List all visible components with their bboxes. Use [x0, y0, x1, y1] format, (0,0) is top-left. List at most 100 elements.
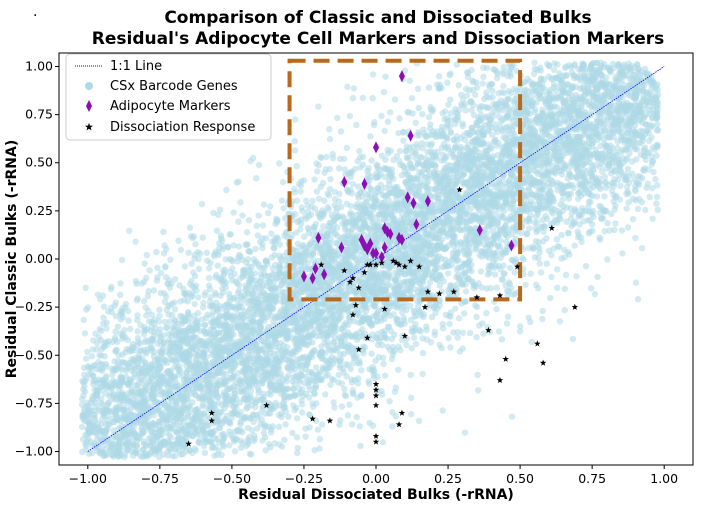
barcode-gene-point [176, 282, 183, 289]
barcode-gene-point [419, 370, 426, 378]
barcode-gene-point [396, 115, 403, 122]
barcode-gene-point [556, 318, 564, 325]
barcode-gene-point [569, 335, 577, 343]
barcode-gene-point [399, 336, 406, 344]
barcode-gene-point [561, 285, 568, 292]
barcode-gene-point [390, 156, 397, 164]
barcode-gene-point [558, 231, 565, 239]
barcode-gene-point [105, 308, 112, 315]
barcode-gene-point [462, 107, 469, 114]
barcode-gene-point [349, 211, 356, 219]
barcode-gene-point [637, 173, 644, 180]
barcode-gene-point [498, 336, 506, 343]
barcode-gene-point [528, 338, 535, 346]
barcode-gene-point [246, 450, 254, 457]
barcode-gene-point [291, 406, 298, 414]
barcode-gene-point [353, 413, 360, 421]
barcode-gene-point [347, 202, 355, 210]
barcode-gene-point [642, 206, 649, 214]
chart-title-line-2: Residual's Adipocyte Cell Markers and Di… [92, 29, 664, 49]
barcode-gene-point [298, 409, 306, 416]
barcode-gene-point [214, 262, 221, 269]
barcode-gene-point [444, 270, 452, 277]
barcode-gene-point [207, 259, 214, 266]
barcode-gene-point [285, 413, 292, 420]
barcode-gene-point [230, 242, 237, 249]
barcode-gene-point [271, 245, 278, 252]
barcode-gene-point [350, 85, 358, 92]
barcode-gene-point [282, 421, 289, 428]
barcode-gene-point [654, 141, 661, 149]
barcode-gene-point [245, 217, 253, 224]
barcode-gene-point [343, 144, 351, 152]
barcode-gene-point [415, 417, 423, 424]
barcode-gene-point [93, 346, 100, 353]
barcode-gene-point [267, 429, 275, 436]
barcode-gene-point [646, 193, 653, 201]
barcode-gene-point [632, 234, 639, 242]
barcode-gene-point [145, 318, 153, 325]
barcode-gene-point [419, 145, 426, 152]
barcode-gene-point [267, 203, 274, 210]
barcode-gene-point [506, 264, 514, 272]
barcode-gene-point [326, 126, 333, 133]
barcode-gene-point [200, 403, 207, 410]
barcode-gene-point [337, 128, 345, 135]
barcode-gene-point [198, 201, 206, 208]
barcode-gene-point [143, 251, 150, 259]
barcode-gene-point [95, 334, 103, 341]
barcode-gene-point [461, 310, 468, 317]
barcode-gene-point [477, 268, 485, 275]
barcode-gene-point [625, 190, 632, 197]
barcode-gene-point [318, 421, 326, 428]
barcode-gene-point [222, 256, 229, 263]
barcode-gene-point [235, 243, 242, 250]
barcode-gene-point [340, 155, 348, 163]
barcode-gene-point [367, 133, 374, 140]
barcode-gene-point [408, 394, 415, 401]
barcode-gene-point [525, 245, 532, 252]
barcode-gene-point [425, 84, 433, 91]
barcode-gene-point [165, 330, 173, 338]
barcode-gene-point [224, 312, 231, 319]
barcode-gene-point [511, 269, 518, 276]
barcode-gene-point [356, 147, 363, 155]
barcode-gene-point [213, 227, 221, 234]
barcode-gene-point [425, 114, 433, 121]
barcode-gene-point [529, 81, 537, 88]
barcode-gene-point [389, 423, 396, 430]
barcode-gene-point [593, 193, 601, 200]
barcode-gene-point [472, 91, 479, 99]
chart-title-line-1: Comparison of Classic and Dissociated Bu… [164, 8, 591, 28]
barcode-gene-point [163, 324, 170, 332]
barcode-gene-point [229, 277, 236, 284]
barcode-gene-point [548, 273, 555, 281]
barcode-gene-point [654, 206, 661, 213]
barcode-gene-point [244, 424, 252, 432]
barcode-gene-point [654, 182, 661, 189]
barcode-gene-point [338, 403, 346, 410]
barcode-gene-point [356, 423, 363, 430]
barcode-gene-point [519, 254, 526, 262]
barcode-gene-point [96, 352, 103, 359]
barcode-gene-point [539, 315, 546, 323]
barcode-gene-point [89, 449, 96, 457]
barcode-gene-point [554, 266, 561, 273]
barcode-gene-point [82, 284, 89, 291]
barcode-gene-point [571, 242, 578, 249]
barcode-gene-point [598, 214, 605, 222]
barcode-gene-point [403, 341, 410, 349]
barcode-gene-point [430, 149, 437, 156]
barcode-gene-point [216, 206, 224, 213]
barcode-gene-point [648, 134, 655, 141]
barcode-gene-point [493, 284, 500, 291]
barcode-gene-point [291, 138, 298, 145]
barcode-gene-point [625, 199, 632, 206]
barcode-gene-point [335, 198, 343, 205]
barcode-gene-point [255, 212, 262, 219]
barcode-gene-point [462, 288, 470, 295]
barcode-gene-point [653, 193, 661, 201]
barcode-gene-point [447, 110, 455, 117]
barcode-gene-point [160, 228, 167, 236]
